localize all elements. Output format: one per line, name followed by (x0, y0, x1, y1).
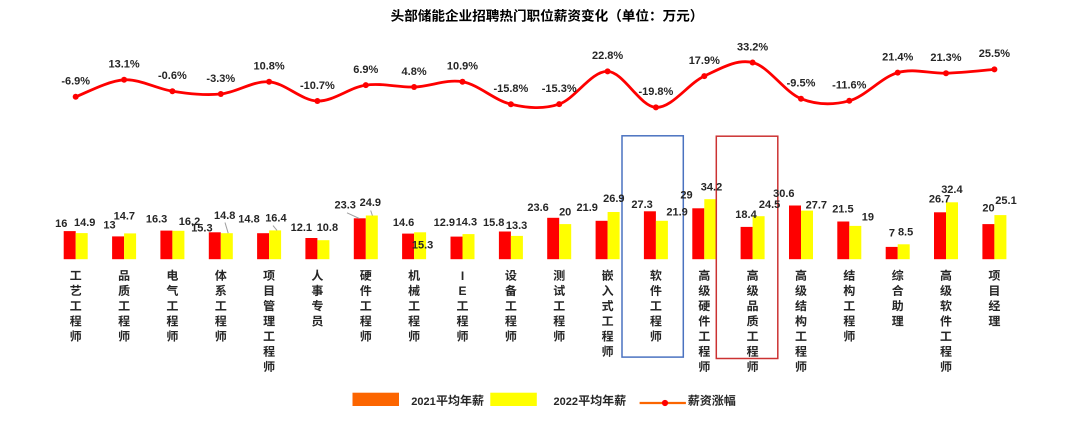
svg-text:2022: 2022 (554, 396, 578, 408)
svg-text:20: 20 (559, 207, 571, 219)
svg-text:14.3: 14.3 (456, 217, 477, 229)
svg-text:-15.8%: -15.8% (493, 83, 528, 95)
svg-text:16.3: 16.3 (146, 214, 167, 226)
svg-text:-0.6%: -0.6% (158, 70, 187, 82)
svg-text:12.1: 12.1 (291, 222, 312, 234)
svg-text:33.2%: 33.2% (737, 41, 768, 53)
svg-text:21.3%: 21.3% (930, 52, 961, 64)
svg-text:25.5%: 25.5% (979, 48, 1010, 60)
svg-text:-10.7%: -10.7% (300, 80, 335, 92)
svg-text:26.9: 26.9 (603, 193, 624, 205)
svg-text:15.3: 15.3 (412, 239, 433, 251)
svg-text:14.7: 14.7 (114, 211, 135, 223)
svg-text:10.8: 10.8 (317, 222, 338, 234)
svg-text:-19.8%: -19.8% (638, 86, 673, 98)
svg-text:13.1%: 13.1% (108, 59, 139, 71)
svg-text:13: 13 (103, 219, 115, 231)
svg-text:12.9: 12.9 (434, 217, 455, 229)
svg-text:23.6: 23.6 (527, 202, 548, 214)
svg-text:16.4: 16.4 (265, 213, 287, 225)
svg-text:22.8%: 22.8% (592, 50, 623, 62)
svg-text:25.1: 25.1 (995, 195, 1016, 207)
svg-text:I: I (461, 269, 464, 283)
svg-text:24.9: 24.9 (360, 197, 381, 209)
svg-text:8.5: 8.5 (898, 227, 913, 239)
svg-text:10.9%: 10.9% (447, 61, 478, 73)
svg-text:E: E (458, 284, 466, 298)
svg-text:14.8: 14.8 (214, 210, 235, 222)
svg-text:21.5: 21.5 (832, 204, 853, 216)
svg-text:-6.9%: -6.9% (61, 76, 90, 88)
svg-text:-3.3%: -3.3% (206, 73, 235, 85)
svg-text:26.7: 26.7 (929, 194, 950, 206)
svg-text:14.9: 14.9 (74, 217, 95, 229)
svg-text:34.2: 34.2 (701, 182, 722, 194)
svg-text:15.8: 15.8 (483, 217, 504, 229)
svg-text:21.4%: 21.4% (882, 51, 913, 63)
svg-text:-11.6%: -11.6% (832, 80, 866, 92)
svg-text:18.4: 18.4 (735, 209, 757, 221)
svg-text:7: 7 (889, 227, 895, 239)
svg-text:2021: 2021 (411, 396, 435, 408)
svg-text:32.4: 32.4 (941, 184, 963, 196)
svg-text:4.8%: 4.8% (402, 66, 427, 78)
svg-text:21.9: 21.9 (576, 202, 597, 214)
svg-text:16: 16 (55, 218, 67, 230)
svg-text:30.6: 30.6 (773, 188, 794, 200)
svg-text:21.9: 21.9 (666, 207, 687, 219)
svg-text:24.5: 24.5 (759, 199, 780, 211)
svg-text:13.3: 13.3 (506, 220, 527, 232)
svg-text:14.6: 14.6 (393, 217, 414, 229)
svg-text:-15.3%: -15.3% (542, 83, 577, 95)
svg-text:14.8: 14.8 (238, 214, 259, 226)
svg-text:19: 19 (862, 212, 874, 224)
svg-text:15.3: 15.3 (191, 223, 212, 235)
svg-text:27.7: 27.7 (806, 200, 827, 212)
svg-text:27.3: 27.3 (631, 199, 652, 211)
svg-text:29: 29 (680, 190, 692, 202)
svg-text:23.3: 23.3 (334, 199, 355, 211)
svg-text:10.8%: 10.8% (253, 61, 284, 73)
svg-text:16.2: 16.2 (179, 216, 200, 228)
svg-text:6.9%: 6.9% (353, 64, 378, 76)
svg-text:-9.5%: -9.5% (787, 78, 816, 90)
svg-text:17.9%: 17.9% (689, 55, 720, 67)
svg-text:20: 20 (982, 203, 994, 215)
